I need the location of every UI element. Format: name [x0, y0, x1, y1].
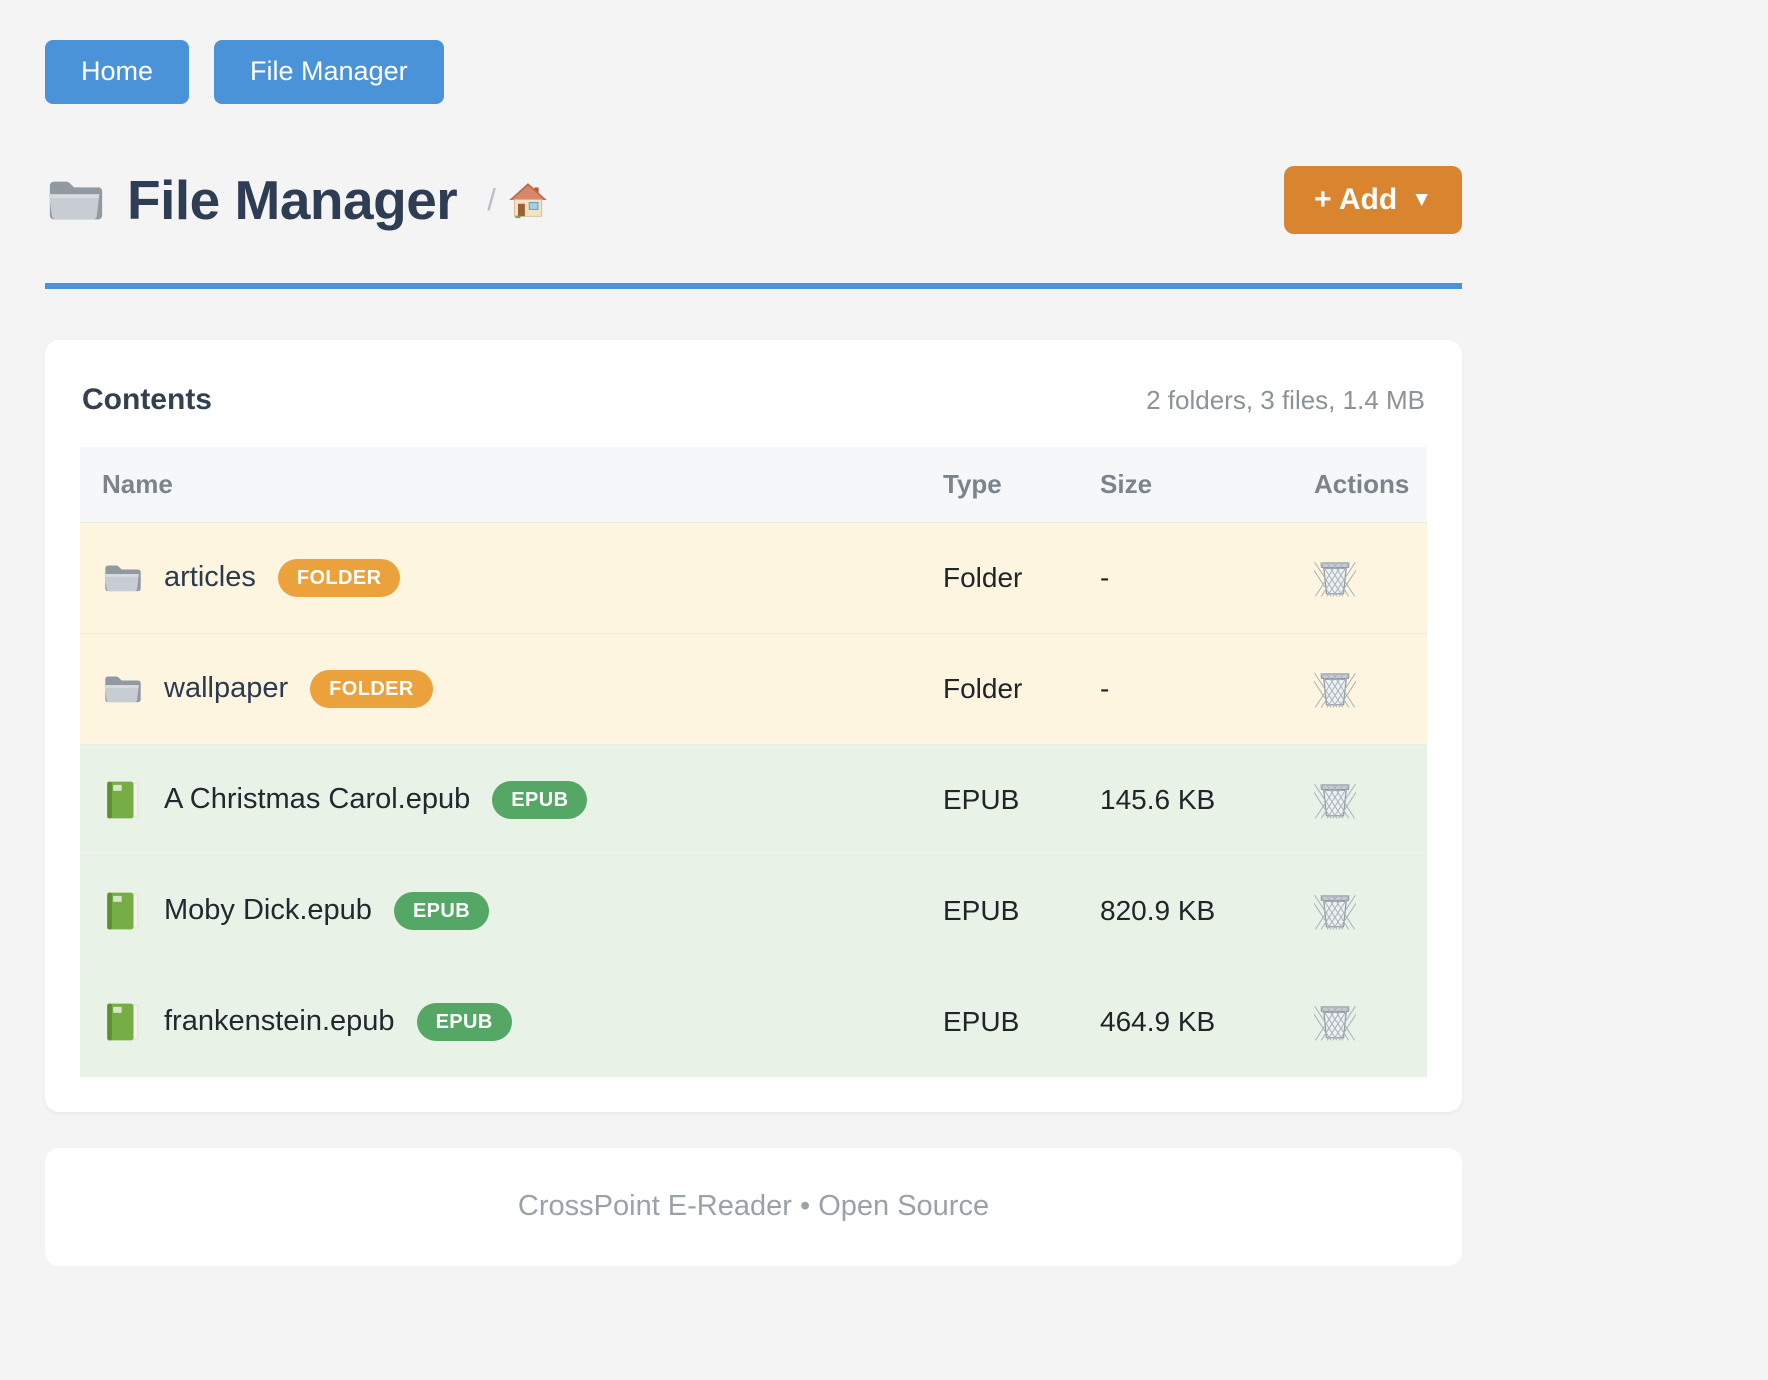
column-header-name: Name: [102, 468, 173, 499]
size-cell: -: [1100, 561, 1110, 593]
page-header: File Manager / + Add ▼: [45, 165, 1462, 234]
breadcrumb-separator: /: [487, 181, 496, 217]
chevron-down-icon: ▼: [1411, 187, 1432, 211]
size-cell: -: [1100, 672, 1110, 704]
size-cell: 145.6 KB: [1100, 783, 1216, 815]
size-cell: 820.9 KB: [1100, 894, 1216, 926]
file-name-link[interactable]: Moby Dick.epub: [164, 894, 372, 927]
trash-button[interactable]: [1314, 557, 1356, 599]
footer-text: CrossPoint E-Reader • Open Source: [517, 1190, 990, 1223]
folder-icon: [45, 169, 107, 231]
card-header: Contents 2 folders, 3 files, 1.4 MB: [80, 375, 1427, 417]
trash-button[interactable]: [1314, 890, 1356, 932]
nav-home-button[interactable]: Home: [45, 40, 190, 104]
title-group: File Manager /: [45, 168, 548, 232]
table-row[interactable]: frankenstein.epub EPUB EPUB 464.9 KB: [80, 965, 1427, 1077]
contents-summary: 2 folders, 3 files, 1.4 MB: [1146, 384, 1425, 415]
size-cell: 464.9 KB: [1100, 1005, 1216, 1037]
column-header-actions: Actions: [1314, 468, 1410, 499]
card-title: Contents: [82, 382, 212, 416]
page-title: File Manager: [127, 168, 458, 231]
file-name-link[interactable]: A Christmas Carol.epub: [164, 783, 471, 816]
file-table: Name Type Size Actions articles FOLDER F…: [80, 446, 1427, 1077]
epub-badge: EPUB: [416, 1002, 512, 1041]
type-cell: EPUB: [943, 783, 1020, 815]
trash-button[interactable]: [1314, 1001, 1356, 1043]
green-book-icon: [102, 779, 144, 821]
trash-icon: [1314, 779, 1356, 821]
table-row[interactable]: Moby Dick.epub EPUB EPUB 820.9 KB: [80, 854, 1427, 966]
type-cell: EPUB: [943, 894, 1020, 926]
folder-name-link[interactable]: articles: [164, 561, 256, 594]
green-book-icon: [102, 1001, 144, 1043]
epub-badge: EPUB: [393, 891, 490, 930]
contents-card: Contents 2 folders, 3 files, 1.4 MB Name…: [45, 339, 1462, 1112]
column-header-size: Size: [1100, 468, 1153, 499]
trash-button[interactable]: [1314, 779, 1356, 821]
folder-badge: FOLDER: [310, 669, 433, 708]
green-book-icon: [102, 890, 144, 932]
table-row[interactable]: articles FOLDER Folder -: [80, 521, 1427, 633]
nav-file-manager-button[interactable]: File Manager: [214, 40, 444, 104]
add-button-label: + Add: [1314, 182, 1398, 216]
page-content: Home File Manager File Manager / + Add ▼…: [45, 0, 1462, 1266]
table-row[interactable]: wallpaper FOLDER Folder -: [80, 632, 1427, 744]
type-cell: Folder: [943, 672, 1023, 704]
table-row[interactable]: A Christmas Carol.epub EPUB EPUB 145.6 K…: [80, 743, 1427, 855]
trash-icon: [1314, 557, 1356, 599]
add-button[interactable]: + Add ▼: [1284, 165, 1462, 234]
trash-icon: [1314, 890, 1356, 932]
trash-icon: [1314, 1001, 1356, 1043]
folder-name-link[interactable]: wallpaper: [164, 672, 289, 705]
folder-icon: [102, 668, 144, 710]
file-name-link[interactable]: frankenstein.epub: [164, 1005, 395, 1038]
table-header-row: Name Type Size Actions: [80, 446, 1427, 522]
type-cell: Folder: [943, 561, 1023, 593]
type-cell: EPUB: [943, 1005, 1020, 1037]
epub-badge: EPUB: [492, 780, 588, 819]
house-icon[interactable]: [508, 180, 548, 220]
trash-icon: [1314, 668, 1356, 710]
breadcrumb-nav: Home File Manager: [45, 0, 1462, 104]
folder-badge: FOLDER: [277, 558, 401, 597]
trash-button[interactable]: [1314, 668, 1356, 710]
folder-icon: [102, 557, 144, 599]
footer: CrossPoint E-Reader • Open Source: [45, 1147, 1462, 1266]
header-divider: [45, 282, 1462, 289]
column-header-type: Type: [943, 468, 1002, 499]
